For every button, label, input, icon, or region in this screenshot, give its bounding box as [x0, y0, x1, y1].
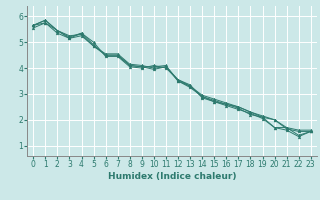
X-axis label: Humidex (Indice chaleur): Humidex (Indice chaleur) [108, 172, 236, 181]
